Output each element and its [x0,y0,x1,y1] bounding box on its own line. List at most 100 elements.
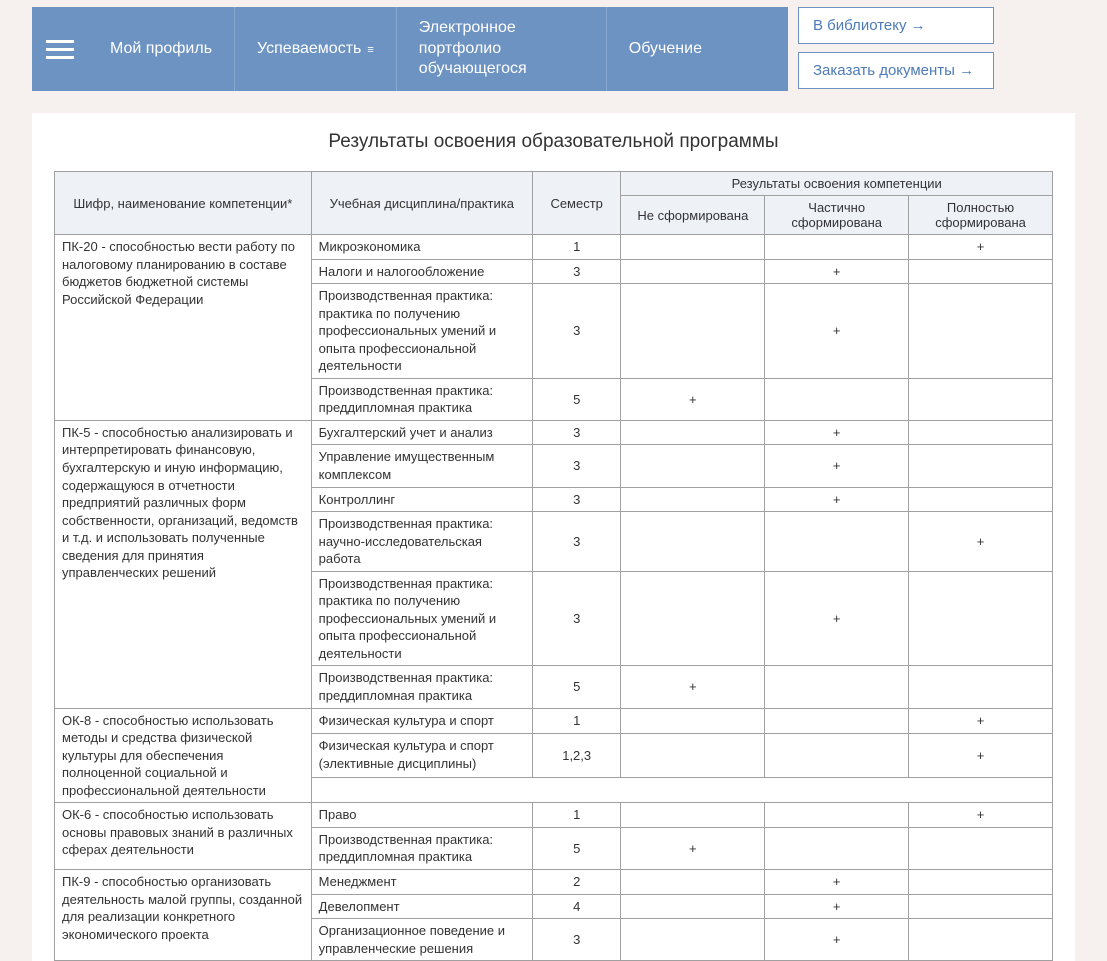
partial-cell: + [765,420,909,445]
semester-cell: 3 [532,571,621,666]
th-not-formed: Не сформирована [621,196,765,235]
discipline-cell: Контроллинг [311,487,532,512]
full-cell [909,378,1053,420]
semester-cell: 3 [532,284,621,379]
partial-cell: + [765,894,909,919]
not-cell: + [621,666,765,708]
th-full: Полностью сформирована [909,196,1053,235]
discipline-cell: Налоги и налогообложение [311,259,532,284]
not-cell [621,919,765,961]
partial-cell: + [765,284,909,379]
partial-cell: + [765,259,909,284]
partial-cell [765,666,909,708]
semester-cell: 1 [532,235,621,260]
semester-cell: 5 [532,827,621,869]
full-cell [909,666,1053,708]
partial-cell [765,734,909,778]
page-title: Результаты освоения образовательной прог… [32,131,1075,153]
competence-cell: ОК-6 - способностью использовать основы … [55,803,312,870]
semester-cell: 3 [532,512,621,572]
partial-cell [765,827,909,869]
semester-cell: 1 [532,803,621,828]
not-cell [621,284,765,379]
semester-cell: 3 [532,420,621,445]
full-cell [909,894,1053,919]
semester-cell: 5 [532,666,621,708]
discipline-cell: Производственная практика: преддипломная… [311,827,532,869]
th-semester: Семестр [532,172,621,235]
full-cell: + [909,803,1053,828]
not-cell [621,708,765,734]
chevron-down-icon: ≡ [367,43,373,57]
partial-cell [765,708,909,734]
semester-cell: 1 [532,708,621,734]
semester-cell: 4 [532,894,621,919]
th-results-group: Результаты освоения компетенции [621,172,1053,196]
not-cell [621,259,765,284]
discipline-cell: Девелопмент [311,894,532,919]
semester-cell: 5 [532,378,621,420]
not-cell [621,894,765,919]
partial-cell [765,235,909,260]
full-cell [909,827,1053,869]
semester-cell: 1,2,3 [532,734,621,778]
not-cell [621,571,765,666]
th-competence: Шифр, наименование компетенции* [55,172,312,235]
discipline-cell: Физическая культура и спорт (элективные … [311,734,532,778]
table-row: ПК-5 - способностью анализировать и инте… [55,420,1053,445]
partial-cell: + [765,487,909,512]
competence-cell: ОК-8 - способностью использовать методы … [55,708,312,803]
discipline-cell: Производственная практика: преддипломная… [311,378,532,420]
partial-cell: + [765,571,909,666]
competence-cell: ПК-9 - способностью организовать деятель… [55,869,312,960]
not-cell: + [621,827,765,869]
full-cell [909,571,1053,666]
partial-cell [765,512,909,572]
discipline-cell: Управление имущественным комплексом [311,445,532,487]
side-links: В библиотеку → Заказать документы → [798,7,994,91]
full-cell [909,420,1053,445]
th-partial: Частично сформирована [765,196,909,235]
discipline-cell: Организационное поведение и управленческ… [311,919,532,961]
nav-item[interactable]: Успеваемость≡ [234,7,396,91]
partial-cell [765,378,909,420]
full-cell [909,919,1053,961]
nav-item[interactable]: Мой профиль [88,7,234,91]
partial-cell: + [765,445,909,487]
full-cell: + [909,512,1053,572]
nav-item[interactable]: Электронное портфолио обучающегося [396,7,606,91]
results-table: Шифр, наименование компетенции* Учебная … [54,171,1053,961]
content-panel: Результаты освоения образовательной прог… [32,113,1075,961]
menu-icon[interactable] [32,7,88,91]
th-discipline: Учебная дисциплина/практика [311,172,532,235]
full-cell: + [909,734,1053,778]
not-cell: + [621,378,765,420]
not-cell [621,487,765,512]
not-cell [621,734,765,778]
semester-cell: 2 [532,869,621,894]
discipline-cell: Право [311,803,532,828]
partial-cell: + [765,869,909,894]
nav-item[interactable]: Обучение [606,7,724,91]
semester-cell: 3 [532,445,621,487]
full-cell [909,487,1053,512]
full-cell: + [909,235,1053,260]
discipline-cell: Производственная практика: научно-исслед… [311,512,532,572]
partial-cell [765,803,909,828]
full-cell [909,445,1053,487]
full-cell: + [909,708,1053,734]
not-cell [621,512,765,572]
discipline-cell: Производственная практика: практика по п… [311,284,532,379]
discipline-cell: Производственная практика: практика по п… [311,571,532,666]
not-cell [621,235,765,260]
discipline-cell: Менеджмент [311,869,532,894]
not-cell [621,445,765,487]
full-cell [909,284,1053,379]
main-nav: Мой профильУспеваемость≡Электронное порт… [32,7,788,91]
side-link[interactable]: В библиотеку → [798,7,994,44]
not-cell [621,420,765,445]
side-link[interactable]: Заказать документы → [798,52,994,89]
full-cell [909,869,1053,894]
semester-cell: 3 [532,919,621,961]
not-cell [621,869,765,894]
